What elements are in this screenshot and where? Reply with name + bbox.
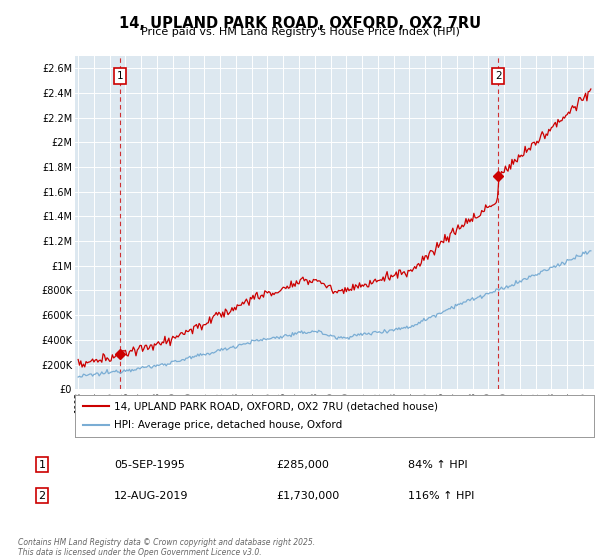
Text: 116% ↑ HPI: 116% ↑ HPI [408, 491, 475, 501]
Text: £1,730,000: £1,730,000 [276, 491, 339, 501]
Text: Price paid vs. HM Land Registry's House Price Index (HPI): Price paid vs. HM Land Registry's House … [140, 27, 460, 37]
Text: 12-AUG-2019: 12-AUG-2019 [114, 491, 188, 501]
Text: 84% ↑ HPI: 84% ↑ HPI [408, 460, 467, 470]
Text: 14, UPLAND PARK ROAD, OXFORD, OX2 7RU: 14, UPLAND PARK ROAD, OXFORD, OX2 7RU [119, 16, 481, 31]
Text: 05-SEP-1995: 05-SEP-1995 [114, 460, 185, 470]
Text: 2: 2 [38, 491, 46, 501]
Text: HPI: Average price, detached house, Oxford: HPI: Average price, detached house, Oxfo… [114, 421, 342, 431]
Text: 1: 1 [117, 71, 124, 81]
Text: 2: 2 [495, 71, 502, 81]
Text: 14, UPLAND PARK ROAD, OXFORD, OX2 7RU (detached house): 14, UPLAND PARK ROAD, OXFORD, OX2 7RU (d… [114, 401, 438, 411]
Text: 1: 1 [38, 460, 46, 470]
Text: £285,000: £285,000 [276, 460, 329, 470]
Text: Contains HM Land Registry data © Crown copyright and database right 2025.
This d: Contains HM Land Registry data © Crown c… [18, 538, 315, 557]
